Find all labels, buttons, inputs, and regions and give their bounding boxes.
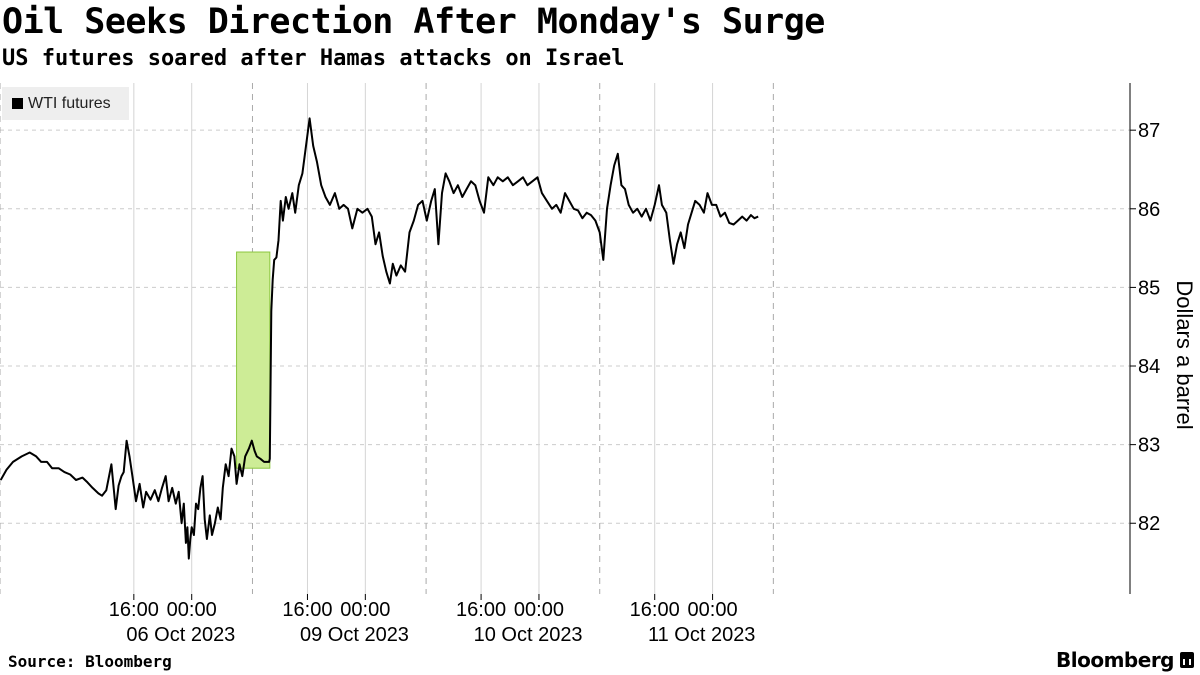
x-tick-label-1: 00:00	[167, 599, 217, 621]
chart-subtitle: US futures soared after Hamas attacks on…	[2, 46, 625, 71]
legend-label-wti: WTI futures	[28, 94, 111, 112]
source-note: Source: Bloomberg	[8, 652, 172, 671]
x-axis-labels: 16:00 06 Oct 2023 00:00 16:00 09 Oct 2023 00:…	[109, 599, 756, 646]
y-axis-label: Dollars a barrel	[1172, 280, 1197, 429]
y-tick-label-84: 84	[1138, 356, 1160, 378]
brand-logo: Bloomberg	[1056, 648, 1194, 672]
y-tick-label-82: 82	[1138, 513, 1160, 535]
brand-name: Bloomberg	[1056, 648, 1174, 672]
chart-title: Oil Seeks Direction After Monday's Surge	[2, 2, 825, 42]
legend-swatch	[12, 98, 23, 109]
x-tick-label-6: 16:00	[630, 599, 680, 621]
x-date-label-2: 09 Oct 2023	[300, 624, 409, 646]
series-lines	[0, 117, 759, 560]
x-tick-label-3: 00:00	[340, 599, 390, 621]
y-axis: 82 83 84 85 86 87	[133, 83, 1160, 600]
y-tick-label-85: 85	[1138, 277, 1160, 299]
x-date-label-6: 11 Oct 2023	[648, 624, 755, 646]
x-tick-label-2: 16:00	[282, 599, 332, 621]
x-tick-label-7: 00:00	[688, 599, 738, 621]
series-line-wti	[0, 117, 759, 560]
bloomberg-terminal-icon	[1180, 652, 1194, 668]
y-tick-label-87: 87	[1138, 120, 1160, 142]
legend: WTI futures	[2, 87, 129, 120]
gridlines	[0, 83, 1130, 594]
x-date-label-0: 06 Oct 2023	[126, 624, 235, 646]
x-date-label-4: 10 Oct 2023	[474, 624, 583, 646]
x-tick-label-0: 16:00	[109, 599, 159, 621]
surge-highlight	[236, 251, 271, 469]
y-tick-label-83: 83	[1138, 435, 1160, 457]
surge-highlight-box	[236, 251, 271, 469]
x-tick-label-5: 00:00	[514, 599, 564, 621]
x-tick-label-4: 16:00	[456, 599, 506, 621]
y-tick-label-86: 86	[1138, 199, 1160, 221]
